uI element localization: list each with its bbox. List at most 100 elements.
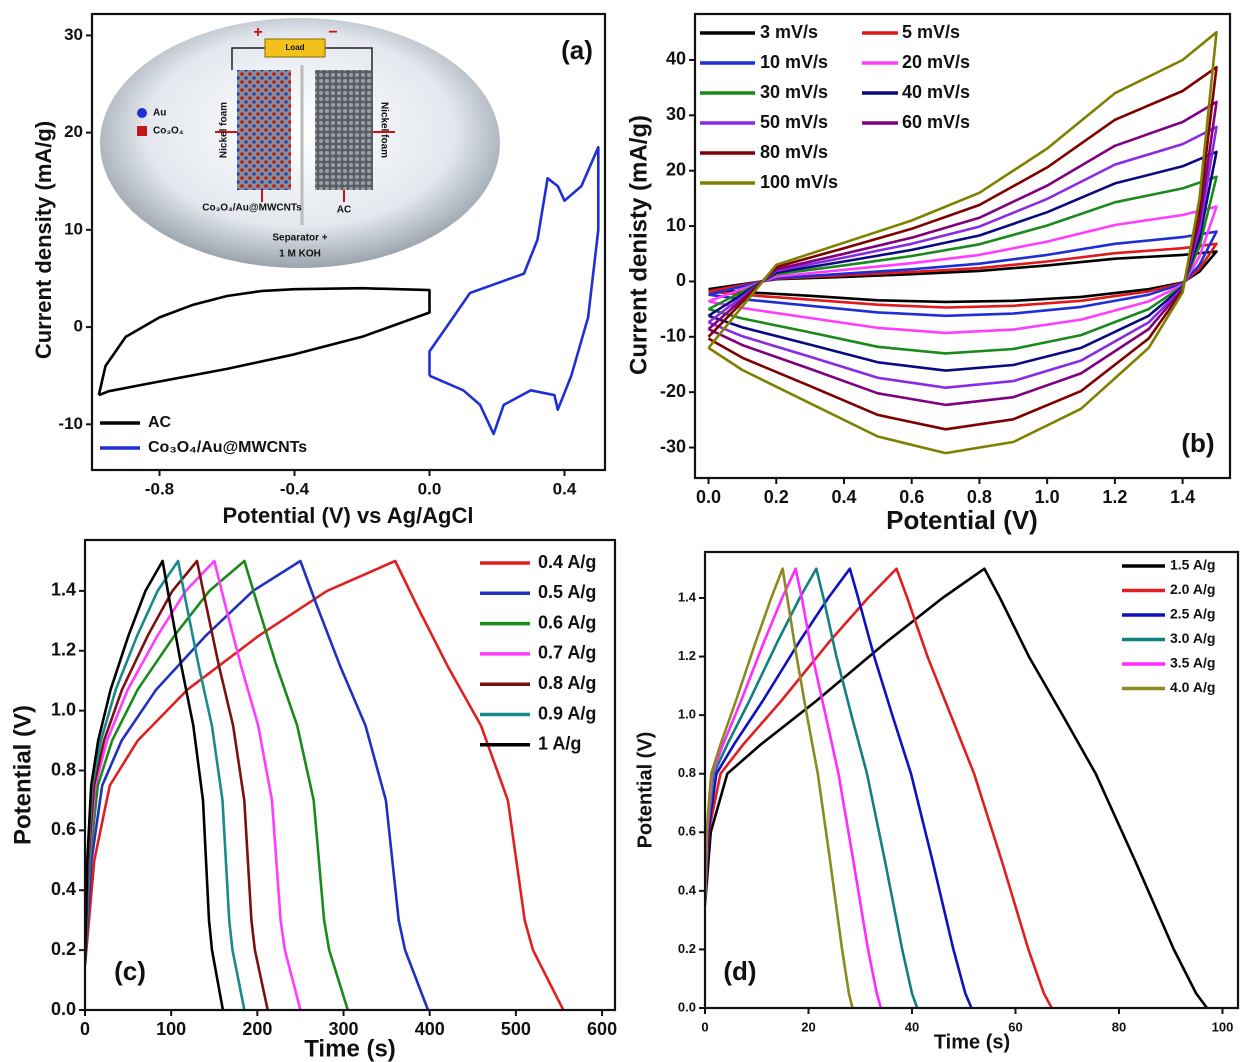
y-axis-label: Potential (V) bbox=[634, 732, 656, 849]
y-tick-label: 10 bbox=[64, 219, 83, 238]
data-line bbox=[85, 559, 225, 1010]
x-axis-label: Time (s) bbox=[934, 1031, 1010, 1053]
data-line bbox=[85, 559, 565, 1010]
y-tick-label: 1.4 bbox=[678, 589, 697, 604]
y-tick-label: 0.8 bbox=[678, 765, 696, 780]
legend-label: 100 mV/s bbox=[760, 172, 838, 192]
panel-label: (c) bbox=[114, 956, 146, 986]
legend-label: 80 mV/s bbox=[760, 142, 828, 162]
y-tick-label: 1.0 bbox=[51, 699, 76, 719]
wire bbox=[231, 47, 265, 70]
data-line bbox=[85, 559, 430, 1010]
legend-label: 2.0 A/g bbox=[1170, 581, 1215, 597]
x-tick-label: 1.2 bbox=[1102, 487, 1127, 507]
y-tick-label: 1.2 bbox=[51, 640, 76, 660]
legend-label: Co₃O₄/Au@MWCNTs bbox=[148, 439, 307, 456]
legend-label: 0.6 A/g bbox=[538, 612, 596, 632]
x-tick-label: 80 bbox=[1112, 1019, 1126, 1034]
y-tick-label: 30 bbox=[666, 104, 686, 124]
x-tick-label: 40 bbox=[905, 1019, 919, 1034]
au-symbol bbox=[137, 108, 147, 118]
y-tick-label: 0 bbox=[74, 317, 83, 336]
load-label: Load bbox=[285, 43, 304, 52]
data-line bbox=[707, 125, 1218, 389]
plus-sign: + bbox=[253, 24, 262, 41]
x-tick-label: 0.0 bbox=[418, 479, 442, 498]
data-line bbox=[705, 567, 973, 1008]
axes-frame bbox=[83, 538, 617, 1012]
legend-label: 60 mV/s bbox=[902, 112, 970, 132]
x-tick-label: 0.6 bbox=[899, 487, 924, 507]
legend-label: 0.7 A/g bbox=[538, 643, 596, 663]
x-tick-label: 0.8 bbox=[967, 487, 992, 507]
legend-label: 0.4 A/g bbox=[538, 552, 596, 572]
x-tick-label: 400 bbox=[415, 1019, 445, 1039]
data-line bbox=[97, 286, 431, 397]
axes-frame bbox=[90, 12, 607, 472]
plot-area bbox=[97, 145, 600, 436]
electrode-label: AC bbox=[337, 205, 351, 216]
legend-label: 4.0 A/g bbox=[1170, 679, 1215, 695]
right-electrode bbox=[315, 70, 373, 190]
electrolyte-label: 1 M KOH bbox=[279, 249, 321, 260]
axes-frame bbox=[693, 12, 1232, 480]
plot-area bbox=[85, 559, 565, 1010]
y-tick-label: 1.4 bbox=[51, 580, 76, 600]
separator-label: Separator + bbox=[272, 233, 327, 244]
data-line bbox=[705, 567, 1053, 1008]
legend-label: 0.8 A/g bbox=[538, 673, 596, 693]
nickel-foam-label: Nickel foam bbox=[378, 102, 389, 158]
legend-label: 20 mV/s bbox=[902, 52, 970, 72]
y-tick-label: 40 bbox=[666, 49, 686, 69]
co3o4-label: Co₃O₄ bbox=[153, 126, 184, 137]
inset-schematic: Load + − Au Co₃O₄ Nickel foam Nickel foa… bbox=[100, 18, 500, 268]
legend-label: 30 mV/s bbox=[760, 82, 828, 102]
x-tick-label: 0 bbox=[80, 1019, 90, 1039]
legend-label: 40 mV/s bbox=[902, 82, 970, 102]
legend-label: 50 mV/s bbox=[760, 112, 828, 132]
data-line bbox=[708, 250, 1218, 304]
legend-label: 10 mV/s bbox=[760, 52, 828, 72]
x-tick-label: 300 bbox=[329, 1019, 359, 1039]
legend-label: 3.5 A/g bbox=[1170, 655, 1215, 671]
data-line bbox=[707, 30, 1218, 455]
y-tick-label: 20 bbox=[666, 159, 686, 179]
plot-area bbox=[705, 567, 1209, 1008]
x-tick-label: 0.2 bbox=[764, 487, 789, 507]
panel-label: (a) bbox=[561, 35, 593, 65]
panel-label: (d) bbox=[723, 956, 756, 986]
y-tick-label: -20 bbox=[660, 381, 686, 401]
axes-frame bbox=[703, 550, 1240, 1010]
x-tick-label: 0 bbox=[701, 1019, 708, 1034]
y-tick-label: 0.2 bbox=[51, 939, 76, 959]
y-tick-label: 0.2 bbox=[678, 941, 696, 956]
panel-label: (b) bbox=[1181, 428, 1214, 458]
legend-label: 1.5 A/g bbox=[1170, 557, 1215, 573]
wire bbox=[325, 47, 373, 70]
x-tick-label: 200 bbox=[242, 1019, 272, 1039]
x-axis-label: Time (s) bbox=[304, 1035, 396, 1062]
load-box bbox=[264, 38, 326, 58]
y-tick-label: 0 bbox=[676, 270, 686, 290]
x-tick-label: 500 bbox=[501, 1019, 531, 1039]
y-tick-label: -10 bbox=[660, 326, 686, 346]
x-tick-label: 0.0 bbox=[696, 487, 721, 507]
data-line bbox=[707, 175, 1218, 355]
data-line bbox=[708, 205, 1218, 335]
data-line bbox=[705, 567, 854, 1008]
x-tick-label: 100 bbox=[1212, 1019, 1234, 1034]
y-tick-label: 0.0 bbox=[678, 999, 696, 1014]
legend-label: AC bbox=[148, 414, 172, 431]
y-tick-label: 0.4 bbox=[51, 879, 76, 899]
plot-area bbox=[707, 30, 1218, 455]
x-tick-label: 100 bbox=[156, 1019, 186, 1039]
legend-label: 3.0 A/g bbox=[1170, 630, 1215, 646]
x-tick-label: 60 bbox=[1008, 1019, 1022, 1034]
y-tick-label: 0.0 bbox=[51, 999, 76, 1019]
data-line bbox=[85, 559, 269, 1010]
y-tick-label: -10 bbox=[58, 414, 83, 433]
x-axis-label: Potential (V) bbox=[886, 505, 1038, 535]
x-tick-label: 0.4 bbox=[553, 479, 577, 498]
y-axis-label: Potential (V) bbox=[9, 705, 36, 845]
data-line bbox=[708, 230, 1218, 318]
